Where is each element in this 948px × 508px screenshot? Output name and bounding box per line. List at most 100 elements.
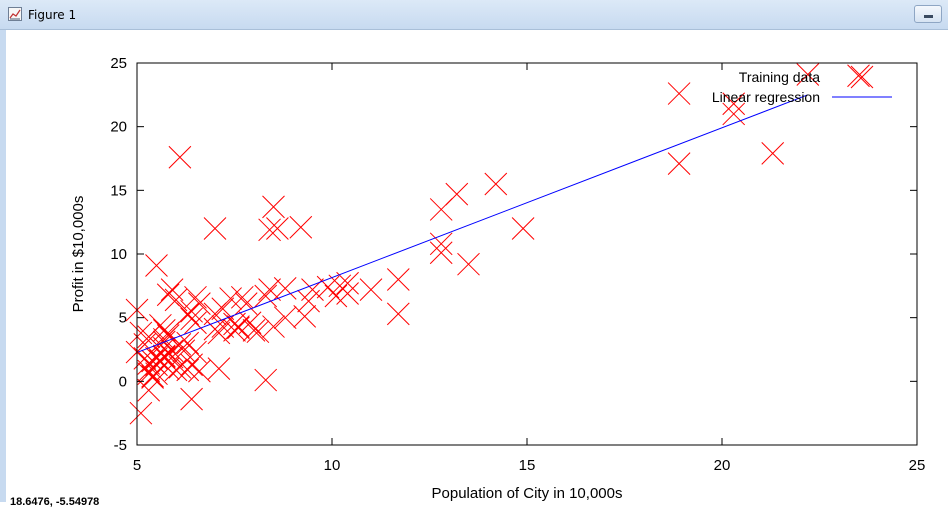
data-point-marker xyxy=(796,63,820,86)
data-point-marker xyxy=(164,288,188,312)
data-point-marker xyxy=(266,217,289,240)
legend-label: Linear regression xyxy=(712,89,820,105)
data-point-marker xyxy=(168,333,192,356)
regression-line xyxy=(137,94,808,353)
y-tick-label: -5 xyxy=(114,437,127,454)
legend: Training data Linear regression xyxy=(712,65,892,105)
plot-frame xyxy=(136,62,918,446)
tick-layer: 5 10 15 20 25 -5 0 5 10 15 20 25 xyxy=(110,55,925,474)
figure-icon xyxy=(8,7,22,21)
data-point-marker xyxy=(164,358,188,382)
data-point-marker xyxy=(445,182,469,206)
data-point-marker xyxy=(184,285,207,309)
legend-label: Training data xyxy=(739,69,820,85)
data-point-marker xyxy=(273,277,297,300)
window-titlebar[interactable]: Figure 1 xyxy=(0,0,948,30)
data-point-marker xyxy=(152,319,176,342)
data-point-marker xyxy=(203,302,227,326)
data-point-marker xyxy=(152,345,176,369)
data-point-marker xyxy=(429,241,453,265)
plot-area[interactable]: 5 10 15 20 25 -5 0 5 10 15 20 25 Population of City… xyxy=(0,30,948,507)
data-point-marker xyxy=(293,305,317,328)
data-point-marker xyxy=(242,319,266,342)
data-point-marker xyxy=(227,315,250,338)
data-point-marker xyxy=(129,401,153,425)
data-point-marker xyxy=(234,292,258,316)
data-point-marker xyxy=(141,364,164,388)
y-tick-label: 25 xyxy=(110,55,127,72)
data-point-marker xyxy=(156,283,180,307)
data-point-marker xyxy=(722,92,746,116)
data-point-marker xyxy=(230,285,254,309)
data-point-marker xyxy=(160,345,184,369)
data-point-marker xyxy=(324,284,348,308)
data-point-marker xyxy=(207,321,231,345)
data-point-marker xyxy=(258,218,281,242)
data-point-marker xyxy=(484,172,508,196)
series-layer xyxy=(125,63,870,425)
data-point-marker xyxy=(273,306,297,330)
data-point-marker xyxy=(160,278,184,302)
x-tick-label: 10 xyxy=(324,457,341,474)
data-point-marker xyxy=(258,278,281,302)
y-axis-label: Profit in $10,000s xyxy=(70,196,87,313)
data-point-marker xyxy=(246,320,270,344)
data-point-marker xyxy=(203,217,227,240)
window-title: Figure 1 xyxy=(28,8,77,22)
data-point-marker xyxy=(457,252,480,276)
data-point-marker xyxy=(328,274,352,298)
data-point-marker xyxy=(667,82,691,105)
x-tick-label: 20 xyxy=(714,457,731,474)
y-tick-label: 5 xyxy=(119,310,127,327)
data-point-marker xyxy=(172,339,196,363)
x-tick-label: 5 xyxy=(133,457,141,474)
data-point-marker xyxy=(188,292,211,316)
chart-canvas[interactable]: 5 10 15 20 25 -5 0 5 10 15 20 25 Population of City… xyxy=(0,30,948,502)
data-point-marker xyxy=(359,278,383,302)
x-axis-label: Population of City in 10,000s xyxy=(432,485,623,502)
data-point-marker xyxy=(141,366,164,389)
data-point-marker xyxy=(297,289,320,313)
data-point-marker xyxy=(238,311,262,335)
data-point-marker xyxy=(137,325,161,349)
x-tick-label: 25 xyxy=(909,457,926,474)
data-point-marker xyxy=(386,302,410,326)
minimize-icon xyxy=(924,15,933,18)
data-point-marker xyxy=(316,275,340,299)
data-point-marker xyxy=(211,297,235,321)
data-point-marker xyxy=(289,215,313,239)
data-point-marker xyxy=(847,64,870,88)
data-point-marker xyxy=(145,254,168,277)
data-point-marker xyxy=(429,232,453,256)
data-point-marker xyxy=(180,307,203,331)
data-point-marker xyxy=(176,302,200,326)
data-point-marker xyxy=(262,315,285,338)
window-frame-left xyxy=(0,30,6,502)
data-point-marker xyxy=(667,152,691,175)
data-point-marker xyxy=(137,378,161,402)
data-point-marker xyxy=(511,217,535,240)
data-point-marker xyxy=(152,336,176,360)
minimize-button[interactable] xyxy=(914,5,942,23)
y-tick-label: 20 xyxy=(110,119,127,136)
data-point-marker xyxy=(254,284,278,308)
cursor-coordinates: 18.6476, -5.54978 xyxy=(10,496,100,508)
data-point-marker xyxy=(188,359,211,383)
data-point-marker xyxy=(152,344,176,368)
data-point-marker xyxy=(761,142,785,165)
data-point-marker xyxy=(207,357,231,380)
data-point-marker xyxy=(386,268,410,291)
data-point-marker xyxy=(180,387,203,411)
data-point-marker xyxy=(168,355,192,379)
data-point-marker xyxy=(254,368,278,392)
y-tick-label: 10 xyxy=(110,246,127,263)
data-point-marker xyxy=(168,145,192,169)
data-point-marker xyxy=(336,271,359,295)
data-point-marker xyxy=(176,358,200,382)
x-tick-label: 15 xyxy=(519,457,536,474)
data-point-marker xyxy=(262,195,285,219)
data-point-marker xyxy=(180,353,203,377)
y-tick-label: 15 xyxy=(110,182,127,199)
data-point-marker xyxy=(722,102,746,126)
y-tick-label: 0 xyxy=(119,373,127,390)
